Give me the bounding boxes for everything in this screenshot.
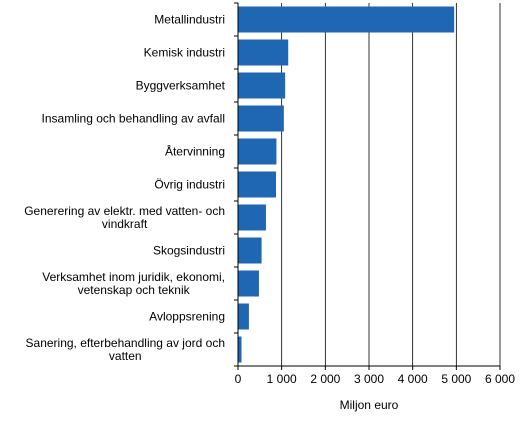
category-label-line: Sanering, efterbehandling av jord och: [26, 336, 225, 350]
bar-5: [238, 171, 276, 198]
category-label-7: Skogsindustri: [153, 244, 225, 258]
bar-3: [238, 105, 284, 132]
category-label-3: Insamling och behandling av avfall: [42, 112, 225, 126]
category-label-2: Byggverksamhet: [136, 79, 226, 93]
bar-9: [238, 303, 249, 330]
category-label-1: Kemisk industri: [144, 46, 225, 60]
bars: [238, 6, 455, 363]
category-labels: Metallindustri Kemisk industri Byggverksam…: [24, 13, 225, 364]
category-label-line: vetenskap och teknik: [78, 283, 191, 297]
x-tick-label: 3 000: [354, 372, 384, 386]
bar-6: [238, 204, 266, 231]
gridlines: [281, 3, 501, 366]
bar-7: [238, 237, 262, 264]
category-label-5: Övrig industri: [154, 178, 225, 192]
bar-10: [238, 336, 242, 363]
bar-4: [238, 138, 277, 165]
category-label-8: Verksamhet inom juridik, ekonomi, vetensk…: [42, 270, 225, 297]
category-label-4: Återvinning: [165, 144, 225, 159]
category-label-line: Verksamhet inom juridik, ekonomi,: [42, 270, 225, 284]
x-tick-label: 4 000: [398, 372, 428, 386]
category-label-9: Avloppsrening: [149, 310, 225, 324]
bar-8: [238, 270, 259, 297]
category-label-6: Generering av elektr. med vatten- och vin…: [24, 204, 225, 231]
x-tick-label: 5 000: [441, 372, 471, 386]
x-axis-title: Miljon euro: [340, 398, 399, 412]
x-tick-label: 0: [235, 372, 242, 386]
category-label-line: Generering av elektr. med vatten- och: [24, 204, 225, 218]
bar-1: [238, 39, 289, 66]
axes: [234, 2, 501, 370]
x-tick-label: 1 000: [267, 372, 297, 386]
x-tick-label: 6 000: [485, 372, 515, 386]
category-label-10: Sanering, efterbehandling av jord och vat…: [26, 336, 225, 363]
category-label-line: vindkraft: [102, 217, 148, 231]
category-label-line: vatten: [109, 349, 142, 363]
x-tick-label: 2 000: [310, 372, 340, 386]
bar-2: [238, 72, 286, 99]
tick-labels: 0 1 000 2 000 3 000 4 000 5 000 6 000: [235, 372, 516, 386]
category-label-0: Metallindustri: [154, 13, 225, 27]
bar-0: [238, 6, 455, 33]
